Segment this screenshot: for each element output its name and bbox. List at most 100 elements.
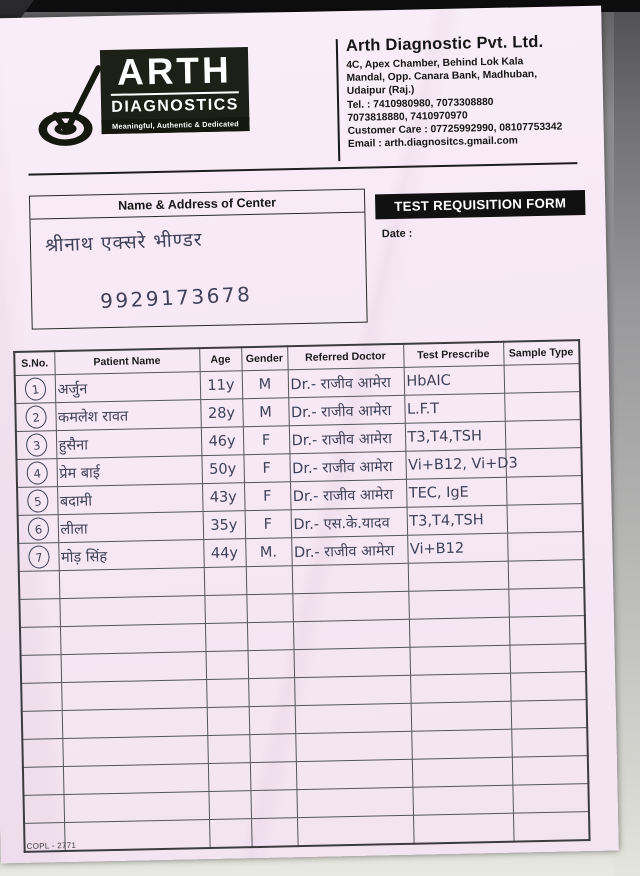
header-vertical-divider bbox=[335, 39, 341, 162]
cell-sno bbox=[22, 738, 63, 768]
handwritten-age: 11y bbox=[207, 376, 235, 394]
cell-sno: 6 bbox=[17, 514, 59, 544]
handwritten-serial-circle: 4 bbox=[25, 460, 49, 486]
cell-gender bbox=[251, 817, 298, 848]
cell-sno: 2 bbox=[15, 402, 56, 432]
cell-name: अर्जुन bbox=[54, 371, 201, 403]
cell-name bbox=[59, 595, 205, 627]
cell-age: 44y bbox=[203, 538, 246, 568]
cell-sample bbox=[507, 559, 585, 590]
company-info: Arth Diagnostic Pvt. Ltd. 4C, Apex Chamb… bbox=[346, 32, 593, 152]
cell-doctor bbox=[291, 563, 409, 594]
cell-sno bbox=[22, 766, 64, 796]
cell-name bbox=[62, 735, 208, 767]
handwritten-center-name: श्रीनाथ एक्सरे भीण्डर bbox=[44, 228, 203, 257]
handwritten-doctor: Dr.- राजीव आमेरा bbox=[292, 458, 393, 477]
handwritten-name: लीला bbox=[60, 520, 88, 538]
cell-gender: F bbox=[242, 425, 290, 455]
cell-doctor bbox=[295, 731, 412, 762]
cell-sample bbox=[511, 755, 589, 786]
cell-doctor bbox=[293, 647, 411, 678]
company-name: Arth Diagnostic Pvt. Ltd. bbox=[345, 32, 544, 55]
handwritten-gender: F bbox=[261, 432, 271, 449]
scanner-background-right-strip bbox=[614, 0, 640, 876]
cell-name bbox=[61, 707, 208, 739]
cell-sample bbox=[509, 643, 587, 674]
handwritten-serial-circle: 7 bbox=[26, 544, 51, 570]
handwritten-doctor: Dr.- राजीव आमेरा bbox=[293, 542, 395, 561]
cell-age bbox=[204, 622, 248, 652]
cell-test bbox=[409, 645, 511, 676]
cell-age bbox=[209, 818, 252, 849]
cell-doctor bbox=[292, 591, 409, 622]
cell-gender: M. bbox=[245, 537, 292, 567]
header-rule bbox=[28, 162, 578, 177]
cell-test bbox=[412, 785, 513, 816]
cell-test bbox=[410, 673, 511, 704]
cell-sno bbox=[20, 654, 62, 684]
handwritten-test: Vi+B12, Vi+D3 bbox=[408, 454, 518, 474]
target-checkmark-icon bbox=[38, 65, 102, 146]
handwritten-age: 28y bbox=[207, 404, 236, 422]
logo: ARTH DIAGNOSTICS Meaningful, Authentic &… bbox=[34, 43, 256, 158]
cell-age bbox=[206, 706, 250, 736]
cell-sample bbox=[512, 783, 589, 814]
cell-doctor bbox=[292, 619, 410, 650]
column-header: Patient Name bbox=[54, 348, 200, 375]
cell-sample bbox=[508, 615, 586, 646]
cell-gender bbox=[249, 733, 296, 763]
cell-doctor: Dr.- राजीव आमेरा bbox=[288, 423, 406, 454]
cell-gender: F bbox=[244, 509, 292, 539]
handwritten-name: बदामी bbox=[59, 492, 93, 510]
column-header: Sample Type bbox=[503, 340, 580, 366]
cell-sno bbox=[23, 794, 65, 824]
cell-sno bbox=[18, 570, 60, 600]
cell-test: HbAIC bbox=[403, 365, 505, 396]
cell-age: 35y bbox=[202, 510, 246, 540]
logo-text: ARTH bbox=[116, 49, 233, 93]
cell-doctor bbox=[297, 815, 414, 847]
cell-age: 43y bbox=[202, 482, 245, 512]
cell-name: प्रेम बाई bbox=[56, 455, 203, 487]
cell-doctor: Dr.- राजीव आमेरा bbox=[291, 535, 408, 566]
handwritten-age: 35y bbox=[210, 516, 238, 534]
cell-gender bbox=[246, 593, 293, 623]
cell-sno: 1 bbox=[14, 374, 56, 404]
cell-doctor bbox=[294, 675, 411, 706]
logo-subtext: DIAGNOSTICS bbox=[111, 96, 240, 116]
table-body: 1 अर्जुन 11y M Dr.- राजीव आमेरा HbAIC 2 कमलेश र… bbox=[14, 363, 590, 852]
handwritten-age: 50y bbox=[209, 460, 237, 478]
cell-test bbox=[408, 589, 509, 620]
cell-name: बदामी bbox=[57, 483, 203, 515]
column-header: Referred Doctor bbox=[287, 343, 404, 370]
logo-box: ARTH DIAGNOSTICS Meaningful, Authentic &… bbox=[99, 47, 250, 135]
cell-gender: M bbox=[242, 397, 289, 427]
cell-age bbox=[207, 762, 251, 792]
handwritten-age: 43y bbox=[209, 488, 237, 506]
cell-name: कमलेश रावत bbox=[55, 399, 201, 431]
cell-age: 11y bbox=[199, 370, 243, 400]
handwritten-age: 46y bbox=[208, 432, 236, 450]
cell-name bbox=[60, 651, 207, 683]
handwritten-serial-circle: 6 bbox=[26, 516, 51, 542]
handwritten-test: TEC, IgE bbox=[408, 484, 469, 502]
cell-sample bbox=[504, 391, 581, 422]
handwritten-doctor: Dr.- राजीव आमेरा bbox=[292, 486, 394, 505]
column-header: Test Prescribe bbox=[403, 341, 504, 368]
cell-name bbox=[59, 623, 206, 655]
cell-gender bbox=[250, 789, 298, 819]
cell-test: TEC, IgE bbox=[405, 477, 507, 508]
handwritten-name: हुसैना bbox=[58, 436, 89, 454]
cell-sno bbox=[19, 598, 60, 628]
center-box-title: Name & Address of Center bbox=[29, 189, 365, 220]
cell-age: 50y bbox=[201, 454, 244, 484]
handwritten-doctor: Dr.- राजीव आमेरा bbox=[290, 402, 392, 421]
handwritten-gender: F bbox=[263, 516, 273, 533]
cell-sample bbox=[503, 363, 581, 394]
cell-sample bbox=[510, 699, 588, 730]
cell-test: Vi+B12, Vi+D3 bbox=[405, 449, 518, 480]
handwritten-doctor: Dr.- एस.के.यादव bbox=[293, 514, 390, 533]
handwritten-test: T3,T4,TSH bbox=[409, 511, 484, 530]
cell-name bbox=[58, 567, 205, 599]
cell-doctor: Dr.- राजीव आमेरा bbox=[287, 367, 405, 398]
